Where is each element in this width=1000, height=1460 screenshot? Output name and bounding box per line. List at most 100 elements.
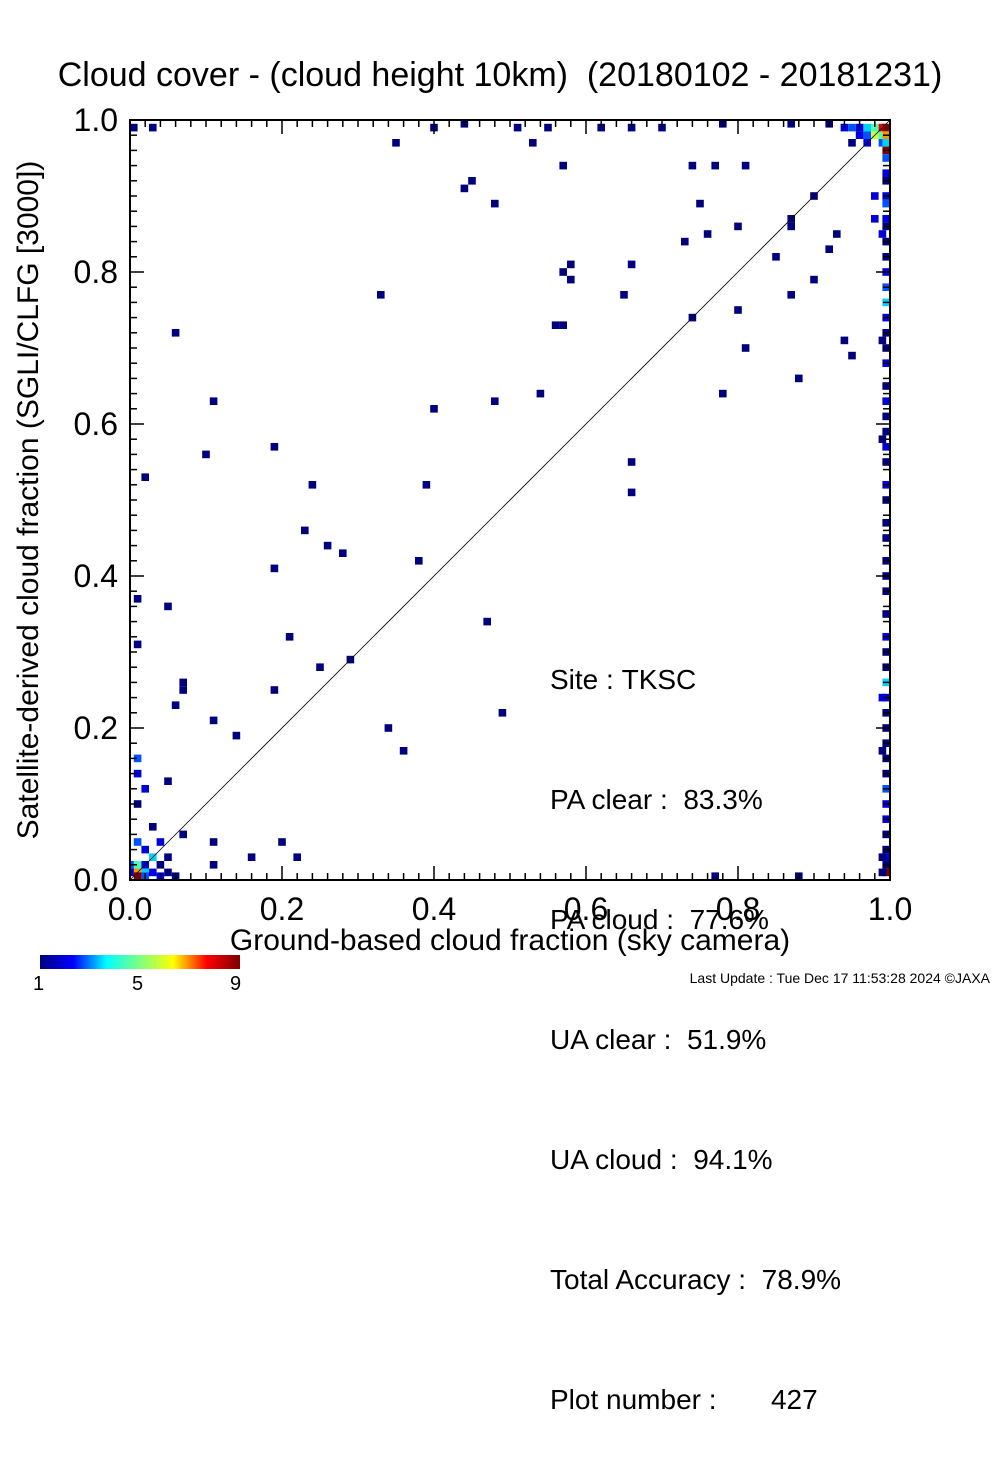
heatmap-cell — [787, 222, 795, 231]
axis-tick-labels: 0.0 0.2 0.4 0.6 0.8 1.0 0.0 0.2 0.4 0.6 0.8 1.0 — [74, 102, 913, 927]
colorbar-label-mid: 5 — [132, 973, 144, 995]
axis-ticks — [129, 119, 891, 881]
heatmap-cell — [627, 260, 636, 269]
heatmap-cell — [703, 230, 712, 238]
y-axis-label: Satellite-derived cloud fraction (SGLI/C… — [12, 161, 45, 840]
heatmap-cell — [171, 701, 180, 709]
stats-box: Site : TKSC PA clear : 83.3% PA cloud : … — [550, 580, 841, 1460]
heatmap-cell — [513, 123, 522, 132]
heatmap-cell — [882, 610, 890, 618]
heatmap-cell — [627, 123, 636, 132]
chart-title: Cloud cover - (cloud height 10km) (20180… — [57, 56, 943, 94]
heatmap-cell — [301, 526, 309, 535]
heatmap-cell — [141, 868, 149, 877]
heatmap-cell — [149, 123, 157, 132]
y-tick-label: 0.2 — [74, 710, 118, 746]
heatmap-cell — [202, 450, 210, 459]
heatmap-cell — [544, 123, 552, 132]
heatmap-cell — [878, 435, 887, 443]
heatmap-cell — [133, 800, 142, 808]
stat-pa-clear: PA clear : 83.3% — [550, 784, 763, 815]
heatmap-cell — [133, 838, 142, 846]
heatmap-cell — [133, 595, 142, 603]
heatmap-cell — [209, 861, 218, 869]
heatmap-cell — [133, 769, 142, 778]
heatmap-cell — [133, 872, 142, 880]
heatmap-cell — [270, 564, 279, 573]
heatmap-cell — [833, 230, 841, 238]
heatmap-cell — [620, 291, 628, 299]
heatmap-cell — [247, 853, 256, 861]
heatmap-cell — [133, 754, 142, 763]
heatmap-cell — [483, 617, 491, 626]
heatmap-cell — [810, 275, 818, 284]
heatmap-cell — [878, 693, 887, 702]
heatmap-cell — [855, 131, 864, 139]
heatmap-cell — [882, 443, 890, 451]
stat-site: Site : TKSC — [550, 664, 697, 695]
heatmap-cell — [882, 215, 890, 223]
heatmap-cell — [270, 686, 279, 694]
heatmap-cell — [536, 389, 545, 398]
heatmap-cell — [741, 161, 750, 170]
heatmap-cell — [787, 120, 795, 128]
heatmap-cell — [149, 823, 157, 831]
heatmap-cell — [855, 123, 864, 132]
heatmap-cell — [164, 602, 172, 611]
heatmap-cell — [270, 443, 279, 451]
heatmap-cell — [156, 861, 165, 869]
x-tick-label: 0.0 — [108, 891, 152, 927]
heatmap-cell — [179, 830, 187, 839]
heatmap-cell — [377, 291, 385, 299]
heatmap-cell — [840, 336, 849, 345]
heatmap-cell — [878, 131, 887, 139]
heatmap-cell — [179, 686, 187, 694]
heatmap-cell — [878, 336, 887, 345]
heatmap-cell — [460, 184, 469, 193]
heatmap-cell — [133, 640, 142, 649]
y-tick-label: 1.0 — [74, 102, 118, 138]
heatmap-cell — [825, 245, 833, 253]
stat-pa-cloud: PA cloud : 77.6% — [550, 904, 769, 935]
y-tick-label: 0.6 — [74, 406, 118, 442]
colorbar-label-min: 1 — [33, 973, 45, 995]
heatmap-cell — [688, 161, 697, 170]
heatmap-cell — [209, 716, 218, 725]
heatmap-cell — [468, 177, 476, 185]
heatmap-cell — [711, 161, 719, 170]
heatmap-cell — [871, 123, 879, 132]
heatmap-cell — [156, 838, 165, 846]
heatmap-cell — [882, 169, 890, 177]
heatmap-cell — [567, 275, 575, 284]
heatmap-cell — [719, 389, 727, 398]
heatmap-cell — [863, 123, 871, 132]
stat-total-accuracy: Total Accuracy : 78.9% — [550, 1264, 842, 1295]
heatmap-cell — [430, 405, 438, 413]
heatmap-cell — [164, 868, 172, 877]
heatmap-cell — [772, 253, 780, 261]
heatmap-cell — [551, 321, 560, 329]
heatmap-cell — [293, 853, 301, 861]
stat-ua-cloud: UA cloud : 94.1% — [550, 1144, 773, 1175]
heatmap-cell — [278, 838, 286, 846]
heatmap-cell — [882, 397, 890, 405]
heatmap-cell — [882, 868, 890, 877]
heatmap-cell — [130, 123, 138, 132]
heatmap-cell — [882, 123, 890, 132]
x-tick-label: 1.0 — [868, 891, 912, 927]
heatmap-cell — [878, 230, 887, 238]
heatmap-cell — [658, 123, 666, 132]
heatmap-cell — [392, 139, 400, 147]
heatmap-cell — [491, 397, 499, 405]
y-tick-label: 0.0 — [74, 862, 118, 898]
heatmap-cell — [323, 541, 332, 550]
heatmap-cell — [285, 633, 294, 641]
heatmap-cell — [559, 161, 567, 170]
heatmap-cell — [627, 458, 636, 466]
heatmap-cell — [559, 268, 567, 276]
heatmap-cell — [149, 868, 157, 877]
heatmap-cell — [878, 139, 887, 147]
colorbar-label-max: 9 — [230, 973, 242, 995]
heatmap-cell — [848, 123, 856, 132]
heatmap-cell — [171, 329, 180, 337]
